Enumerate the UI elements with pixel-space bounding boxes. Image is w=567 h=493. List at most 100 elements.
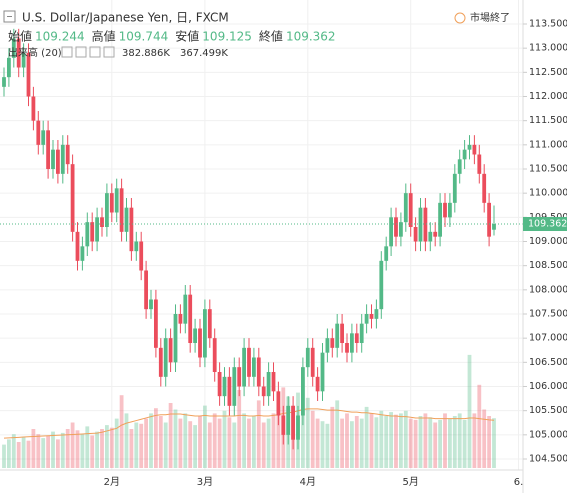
- candle-body: [217, 372, 222, 397]
- volume-bar: [462, 419, 467, 468]
- candle-body: [237, 367, 242, 387]
- volume-bar: [399, 413, 403, 468]
- candle-body: [452, 173, 457, 203]
- candle-body: [399, 222, 403, 237]
- x-tick-label: 6.: [514, 477, 524, 488]
- candle-body: [291, 405, 295, 440]
- volume-bar: [114, 418, 119, 468]
- volume-bar: [154, 408, 158, 468]
- candle-body: [168, 338, 173, 363]
- candle-body: [408, 193, 413, 227]
- volume-bar: [149, 413, 153, 468]
- candle-body: [178, 314, 183, 324]
- candle-body: [325, 338, 330, 353]
- candle-body: [384, 246, 389, 261]
- icon[interactable]: [75, 46, 87, 58]
- volume-bar: [198, 416, 202, 468]
- volume-bar: [413, 419, 418, 468]
- candle-body: [41, 130, 46, 145]
- volume-bar: [433, 422, 438, 468]
- candle-body: [467, 144, 472, 150]
- volume-bar: [46, 435, 50, 468]
- axis: 104.500 105.000 105.500 106.000 106.500 107.0…: [104, 19, 567, 488]
- candle-body: [428, 231, 433, 242]
- volume-bar: [70, 422, 75, 468]
- candle-body: [320, 352, 325, 392]
- candle-body: [433, 231, 438, 237]
- volume-bar: [374, 417, 379, 468]
- volume-bar: [109, 427, 114, 468]
- candle-body: [266, 372, 271, 397]
- icon[interactable]: [103, 46, 115, 58]
- volume-bar: [183, 413, 188, 468]
- volume-bar: [60, 432, 65, 468]
- y-tick-label: 111.000: [529, 139, 567, 150]
- volume-bar: [325, 423, 330, 468]
- x-tick-label: 3月: [197, 476, 213, 488]
- y-tick-label: 110.000: [529, 188, 567, 199]
- candle-body: [119, 188, 124, 232]
- volume-bar: [252, 416, 256, 468]
- candle-body: [75, 231, 80, 261]
- candle-body: [188, 294, 193, 343]
- volume-bar: [330, 406, 335, 468]
- status: 市場終了: [470, 11, 510, 24]
- y-tick-label: 108.500: [529, 260, 567, 271]
- candle-body: [16, 38, 21, 68]
- volume-bar: [389, 412, 393, 468]
- ohlc-label: 高値: [92, 29, 116, 44]
- candle-body: [80, 246, 85, 261]
- chart-title: U.S. Dollar/Japanese Yen, 日, FXCM: [22, 11, 229, 25]
- collapse-button[interactable]: [3, 10, 16, 23]
- candle-body: [90, 222, 95, 242]
- candle-body: [443, 202, 447, 218]
- candle-body: [21, 53, 26, 68]
- candle-body: [105, 193, 109, 227]
- y-tick-label: 104.500: [529, 454, 567, 465]
- candle-body: [31, 96, 36, 121]
- candle-body: [276, 391, 281, 416]
- volume-bar: [41, 438, 46, 468]
- candle-body: [305, 347, 310, 368]
- volume-bar: [261, 422, 266, 468]
- y-tick-label: 108.000: [529, 284, 567, 295]
- candle-body: [389, 217, 393, 247]
- y-tick-label: 105.500: [529, 405, 567, 416]
- candle-body: [144, 270, 148, 310]
- candle-body: [330, 338, 335, 348]
- y-tick-label: 106.500: [529, 357, 567, 368]
- volume-bar: [482, 409, 487, 468]
- volume-bar: [310, 410, 315, 468]
- volume-bar: [207, 422, 212, 468]
- candle-body: [247, 347, 251, 377]
- volume-bar: [144, 418, 148, 468]
- volume-bar: [188, 421, 193, 468]
- volume-bar: [472, 413, 477, 468]
- volume-bar: [394, 414, 398, 468]
- candle-body: [350, 333, 354, 353]
- volume-bar: [193, 425, 197, 468]
- candle-body: [271, 372, 276, 392]
- volume-bar: [242, 413, 246, 468]
- volume-bar: [16, 442, 21, 468]
- volume-bar: [168, 403, 173, 468]
- candle-body: [56, 149, 60, 174]
- volume-bar: [173, 409, 178, 468]
- volume-bar: [36, 434, 41, 468]
- candle-body: [163, 338, 168, 377]
- volume-bar: [384, 416, 389, 468]
- volume-bar: [178, 418, 183, 468]
- icon[interactable]: [61, 46, 73, 58]
- y-tick-label: 105.000: [529, 429, 567, 440]
- x-tick-label: 5月: [403, 476, 419, 488]
- candle-body: [438, 202, 442, 237]
- grid: [0, 0, 523, 470]
- y-tick-label: 106.000: [529, 381, 567, 392]
- volume-bar: [452, 416, 457, 468]
- volume-bar: [359, 418, 364, 468]
- volume-bar: [65, 429, 70, 468]
- candle-body: [296, 415, 300, 440]
- candle-body: [379, 260, 384, 310]
- icon[interactable]: [89, 46, 101, 58]
